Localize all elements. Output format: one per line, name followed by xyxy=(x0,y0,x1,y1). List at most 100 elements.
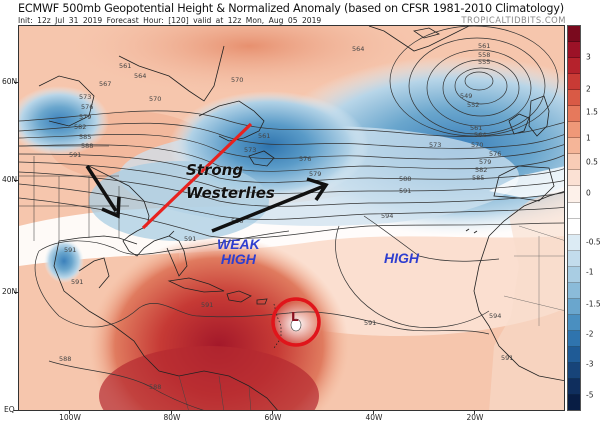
x-label-20w: 20W xyxy=(466,413,484,422)
colorbar-label: 0 xyxy=(586,188,591,198)
map-plot-area: 561 564 567 570 573 576 579 582 585 588 … xyxy=(18,25,565,411)
x-tick xyxy=(474,411,475,414)
colorbar-segment xyxy=(568,298,580,315)
svg-text:579: 579 xyxy=(309,170,321,178)
colorbar-segment xyxy=(568,26,580,43)
svg-text:576: 576 xyxy=(299,155,311,163)
svg-text:558: 558 xyxy=(478,51,490,59)
colorbar-segment xyxy=(568,362,580,380)
annotation-weak-high: WEAK HIGH xyxy=(217,237,260,267)
y-tick xyxy=(14,410,18,411)
colorbar-label: -1 xyxy=(586,267,594,277)
svg-text:555: 555 xyxy=(478,58,490,66)
annotation-weak-high-label: HIGH xyxy=(220,251,256,267)
colorbar-segment xyxy=(568,330,580,347)
annotation-westerlies: Westerlies xyxy=(186,184,275,202)
y-tick xyxy=(14,180,18,181)
svg-text:582: 582 xyxy=(475,166,487,174)
colorbar-segment xyxy=(568,314,580,331)
colorbar xyxy=(567,25,581,411)
colorbar-label: -5 xyxy=(586,390,594,400)
svg-text:588: 588 xyxy=(399,175,411,183)
annotation-weak: WEAK xyxy=(217,236,260,252)
colorbar-segment xyxy=(568,218,580,235)
colorbar-segment xyxy=(568,170,580,187)
svg-text:549: 549 xyxy=(460,92,472,100)
arrow-southeast xyxy=(85,165,121,219)
colorbar-label: 1 xyxy=(586,133,591,143)
svg-text:591: 591 xyxy=(184,235,196,243)
svg-text:561: 561 xyxy=(258,132,270,140)
colorbar-segment xyxy=(568,395,580,411)
x-tick xyxy=(373,411,374,414)
svg-text:552: 552 xyxy=(467,101,479,109)
svg-text:561: 561 xyxy=(478,42,490,50)
anomaly-field: 561 564 567 570 573 576 579 582 585 588 … xyxy=(19,26,564,410)
colorbar-segment xyxy=(568,154,580,171)
x-tick xyxy=(171,411,172,414)
arrow-northeast xyxy=(211,177,329,233)
chart-subtitle: Init: 12z Jul 31 2019 Forecast Hour: [12… xyxy=(18,16,322,25)
colorbar-label: 1.5 xyxy=(586,107,598,117)
colorbar-segment xyxy=(568,122,580,139)
colorbar-segment xyxy=(568,106,580,123)
svg-text:594: 594 xyxy=(489,312,501,320)
y-tick xyxy=(14,292,18,293)
svg-text:567: 567 xyxy=(99,80,111,88)
y-label-40n: 40N xyxy=(2,175,18,184)
brand-watermark: TROPICALTIDBITS.COM xyxy=(461,15,566,25)
trough-axis-line xyxy=(141,122,253,230)
svg-text:594: 594 xyxy=(381,212,393,220)
svg-text:591: 591 xyxy=(364,319,376,327)
svg-text:591: 591 xyxy=(201,301,213,309)
svg-text:564: 564 xyxy=(352,45,364,53)
y-label-20n: 20N xyxy=(2,287,18,296)
x-label-60w: 60W xyxy=(264,413,282,422)
colorbar-segment xyxy=(568,90,580,107)
chart-title: ECMWF 500mb Geopotential Height & Normal… xyxy=(18,2,564,15)
svg-text:591: 591 xyxy=(501,354,513,362)
colorbar-segment xyxy=(568,138,580,155)
low-symbol-icon: L xyxy=(291,310,299,324)
colorbar-label: -0.5 xyxy=(586,237,600,247)
tropical-low-circle xyxy=(271,297,321,347)
svg-text:561: 561 xyxy=(119,62,131,70)
colorbar-label: 0.5 xyxy=(586,157,598,167)
svg-text:570: 570 xyxy=(149,95,161,103)
colorbar-segment xyxy=(568,42,580,59)
height-contours xyxy=(19,26,564,410)
svg-text:561: 561 xyxy=(470,124,482,132)
colorbar-segment xyxy=(568,58,580,75)
colorbar-segment xyxy=(568,346,580,363)
colorbar-label: -2 xyxy=(586,329,594,339)
colorbar-label: 2 xyxy=(586,84,591,94)
svg-text:573: 573 xyxy=(429,141,441,149)
svg-text:591: 591 xyxy=(399,187,411,195)
svg-text:564: 564 xyxy=(474,131,486,139)
svg-text:576: 576 xyxy=(489,150,501,158)
colorbar-segment xyxy=(568,202,580,219)
svg-text:570: 570 xyxy=(471,141,483,149)
svg-text:591: 591 xyxy=(71,278,83,286)
colorbar-label: -3 xyxy=(586,359,594,369)
svg-text:588: 588 xyxy=(81,142,93,150)
x-label-80w: 80W xyxy=(163,413,181,422)
colorbar-segment xyxy=(568,282,580,299)
svg-text:576: 576 xyxy=(81,103,93,111)
svg-text:588: 588 xyxy=(149,383,161,391)
colorbar-segment xyxy=(568,379,580,396)
x-label-100w: 100W xyxy=(59,413,81,422)
contour-labels: 561 564 567 570 573 576 579 582 585 588 … xyxy=(59,42,513,391)
colorbar-segment xyxy=(568,186,580,203)
svg-text:579: 579 xyxy=(79,113,91,121)
svg-text:585: 585 xyxy=(79,133,91,141)
colorbar-segment xyxy=(568,266,580,283)
svg-text:570: 570 xyxy=(231,76,243,84)
annotation-strong: Strong xyxy=(186,161,244,179)
svg-text:564: 564 xyxy=(134,72,146,80)
y-label-eq: EQ xyxy=(4,405,15,414)
colorbar-label: -1.5 xyxy=(586,299,600,309)
svg-text:582: 582 xyxy=(74,123,86,131)
svg-text:591: 591 xyxy=(69,151,81,159)
svg-text:585: 585 xyxy=(472,174,484,182)
